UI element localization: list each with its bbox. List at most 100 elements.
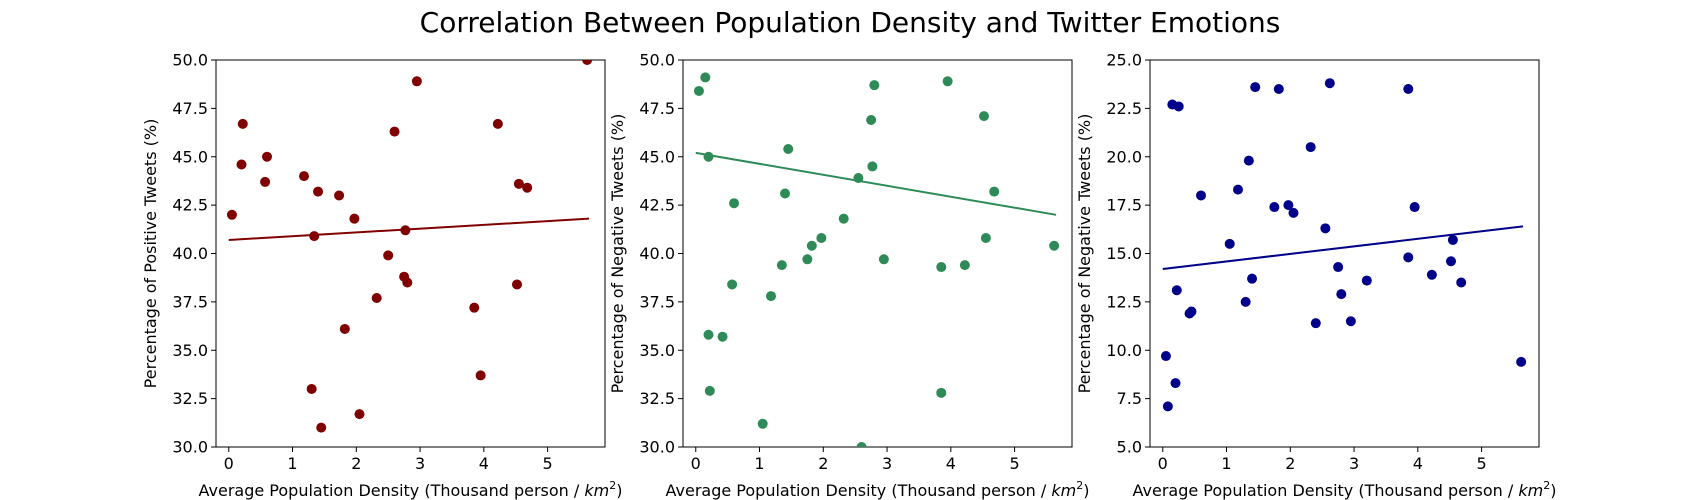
data-point xyxy=(1162,401,1173,412)
y-tick-label: 35.0 xyxy=(172,341,208,360)
data-point xyxy=(717,331,728,342)
plot-frame xyxy=(1149,59,1540,448)
data-point xyxy=(816,233,827,244)
y-tick-label: 37.5 xyxy=(639,292,675,311)
y-tick-label: 47.5 xyxy=(639,99,675,118)
x-axis-label: Average Population Density (Thousand per… xyxy=(1133,479,1557,500)
data-point xyxy=(492,118,503,129)
data-point xyxy=(942,76,953,87)
data-point xyxy=(354,409,365,420)
data-point xyxy=(766,291,777,302)
y-tick-label: 50.0 xyxy=(639,51,675,70)
data-point xyxy=(1170,378,1181,389)
x-tick-label: 5 xyxy=(543,454,553,473)
x-tick-label: 0 xyxy=(1158,454,1168,473)
data-point xyxy=(402,277,413,288)
data-point xyxy=(1196,190,1207,201)
trend-line xyxy=(695,151,1057,216)
data-point xyxy=(980,233,991,244)
data-point xyxy=(727,279,738,290)
data-point xyxy=(299,171,310,182)
data-point xyxy=(582,60,593,65)
y-tick-label: 40.0 xyxy=(639,244,675,263)
data-point xyxy=(1516,356,1527,367)
data-point xyxy=(1173,101,1184,112)
x-tick-label: 1 xyxy=(1221,454,1231,473)
data-point xyxy=(978,111,989,122)
y-axis-label: Percentage of Negative Tweets (%) xyxy=(608,114,627,394)
x-axis-label: Average Population Density (Thousand per… xyxy=(666,479,1090,500)
data-point xyxy=(1250,82,1261,93)
data-point xyxy=(802,254,813,265)
x-tick-label: 2 xyxy=(818,454,828,473)
x-axis-label: Average Population Density (Thousand per… xyxy=(199,479,623,500)
data-point xyxy=(1171,285,1182,296)
figure-title: Correlation Between Population Density a… xyxy=(420,6,1281,39)
data-point xyxy=(469,302,480,313)
plot-frame xyxy=(682,59,1073,448)
data-point xyxy=(1324,78,1335,89)
data-point xyxy=(306,383,317,394)
x-tick-label: 5 xyxy=(1477,454,1487,473)
y-tick-label: 42.5 xyxy=(639,196,675,215)
data-point xyxy=(856,442,867,447)
data-point xyxy=(959,260,970,271)
y-tick-label: 10.0 xyxy=(1106,341,1142,360)
plot-area xyxy=(693,72,1060,447)
data-point xyxy=(1447,234,1458,245)
x-tick-label: 4 xyxy=(946,454,956,473)
data-point xyxy=(1320,223,1331,234)
y-tick-label: 45.0 xyxy=(639,147,675,166)
data-point xyxy=(1361,275,1372,286)
data-point xyxy=(313,186,324,197)
data-point xyxy=(1445,256,1456,267)
plot-frame xyxy=(215,59,606,448)
data-point xyxy=(936,387,947,398)
data-point xyxy=(703,329,714,340)
y-tick-label: 17.5 xyxy=(1106,196,1142,215)
data-point xyxy=(349,213,360,224)
data-point xyxy=(1305,142,1316,153)
y-tick-label: 42.5 xyxy=(172,196,208,215)
data-point xyxy=(806,240,817,251)
data-point xyxy=(783,144,794,155)
data-point xyxy=(1160,351,1171,362)
data-point xyxy=(878,254,889,265)
y-tick-label: 45.0 xyxy=(172,147,208,166)
data-point xyxy=(867,161,878,172)
y-axis-label: Percentage of Negative Tweets (%) xyxy=(1075,114,1094,394)
data-point xyxy=(237,118,248,129)
data-point xyxy=(1273,84,1284,95)
y-tick-label: 20.0 xyxy=(1106,147,1142,166)
data-point xyxy=(866,114,877,125)
data-point xyxy=(1186,306,1197,317)
chart-panel-positive: 0 1 2 3 4 5 30.0 32.5 35.0 37.5 40.0 42.5 45.0 47.5 50… xyxy=(141,51,622,500)
y-tick-label: 32.5 xyxy=(172,389,208,408)
y-tick-label: 32.5 xyxy=(639,389,675,408)
y-tick-label: 5.0 xyxy=(1117,438,1142,457)
data-point xyxy=(226,209,237,220)
data-point xyxy=(1233,184,1244,195)
data-point xyxy=(309,231,320,242)
y-tick-label: 40.0 xyxy=(172,244,208,263)
data-point xyxy=(1403,252,1414,263)
data-point xyxy=(383,250,394,261)
data-point xyxy=(400,225,411,236)
data-point xyxy=(262,151,273,162)
data-point xyxy=(1345,316,1356,327)
x-tick-label: 4 xyxy=(479,454,489,473)
data-point xyxy=(776,260,787,271)
data-point xyxy=(1333,262,1344,273)
x-tick-label: 1 xyxy=(287,454,297,473)
x-tick-label: 0 xyxy=(224,454,234,473)
data-point xyxy=(339,323,350,334)
data-point xyxy=(334,190,345,201)
data-point xyxy=(236,159,247,170)
data-point xyxy=(757,418,768,429)
x-tick-label: 0 xyxy=(691,454,701,473)
data-point xyxy=(693,85,704,96)
data-point xyxy=(1288,207,1299,218)
plot-area xyxy=(1160,78,1527,412)
data-point xyxy=(1336,289,1347,300)
